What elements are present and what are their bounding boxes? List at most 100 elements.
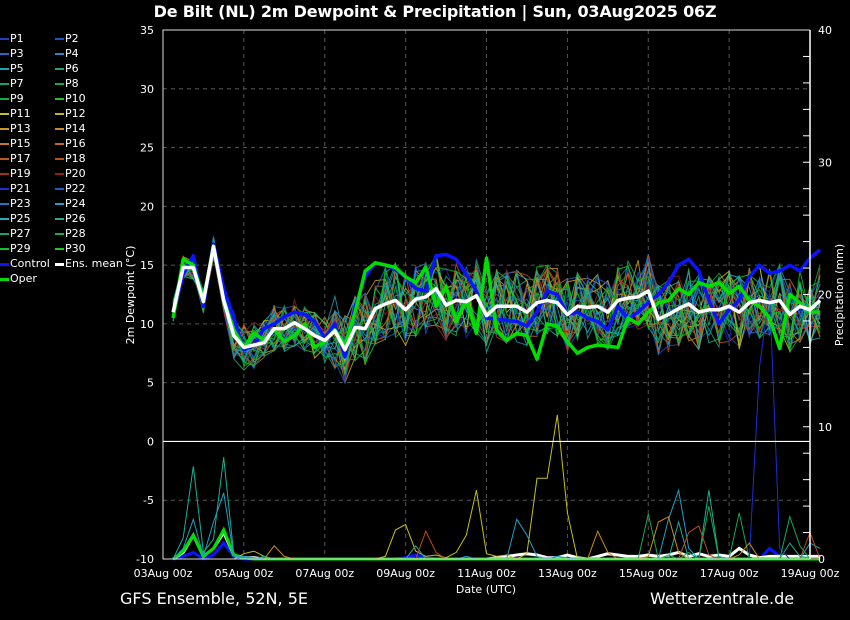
legend-swatch <box>0 203 9 205</box>
legend-item-p13: P13 <box>0 121 31 136</box>
tick-labels: -10 -5 0 5 10 15 20 25 30 35 03Aug 00z 05Aug 00z 07A… <box>134 24 840 580</box>
model-info-label: GFS Ensemble, 52N, 5E <box>120 589 308 608</box>
legend-item-p29: P29 <box>0 241 31 256</box>
precip-line-p14 <box>173 515 821 560</box>
site-credit-label: Wetterzentrale.de <box>650 589 795 608</box>
dewpoint-line-ens-mean <box>171 244 822 352</box>
legend-item-p4: P4 <box>55 46 79 61</box>
legend-swatch <box>0 128 9 130</box>
x-tick-label: 09Aug 00z <box>376 567 435 580</box>
legend-item-p25: P25 <box>0 211 31 226</box>
x-tick-label: 19Aug 00z <box>781 567 840 580</box>
member-line-p11 <box>172 255 821 362</box>
main-dewpoint-lines <box>171 242 822 361</box>
y-tick-label: 0 <box>147 435 154 448</box>
legend-item-p6: P6 <box>55 61 79 76</box>
y-tick-label: 5 <box>147 377 154 390</box>
y2-tick-label: 0 <box>818 553 825 566</box>
legend-label: P6 <box>65 62 79 75</box>
legend-swatch <box>55 143 64 145</box>
precip-line-p18 <box>173 525 821 560</box>
legend-label: P30 <box>65 242 86 255</box>
legend-item-p8: P8 <box>55 76 79 91</box>
legend-swatch <box>55 113 64 115</box>
legend-swatch <box>0 38 9 40</box>
legend-item-p22: P22 <box>55 181 86 196</box>
x-tick-label: 13Aug 00z <box>538 567 597 580</box>
legend-swatch <box>0 218 9 220</box>
legend-item-p18: P18 <box>55 151 86 166</box>
legend-item-p2: P2 <box>55 31 79 46</box>
legend-label: P1 <box>10 32 24 45</box>
legend-item-p16: P16 <box>55 136 86 151</box>
legend-label: P24 <box>65 197 86 210</box>
legend-label: P5 <box>10 62 24 75</box>
legend-label: P23 <box>10 197 31 210</box>
legend-label: P11 <box>10 107 31 120</box>
y2-tick-label: 10 <box>818 421 832 434</box>
x-tick-label: 07Aug 00z <box>295 567 354 580</box>
legend-item-p28: P28 <box>55 226 86 241</box>
legend-swatch <box>55 173 64 175</box>
legend-label: P4 <box>65 47 79 60</box>
legend-swatch <box>55 38 64 40</box>
legend-label: P29 <box>10 242 31 255</box>
y-tick-label: 25 <box>140 142 154 155</box>
legend-label: P2 <box>65 32 79 45</box>
legend-item-p5: P5 <box>0 61 24 76</box>
y2-axis-label: Precipitation (mm) <box>833 244 846 346</box>
legend-item-p3: P3 <box>0 46 24 61</box>
legend-swatch <box>0 53 9 55</box>
legend-swatch <box>0 173 9 175</box>
legend-item-control: Control <box>0 256 50 271</box>
axes <box>162 29 811 560</box>
x-tick-label: 05Aug 00z <box>215 567 274 580</box>
legend-label: P25 <box>10 212 31 225</box>
legend-item-p10: P10 <box>55 91 86 106</box>
legend-label: P20 <box>65 167 86 180</box>
dewpoint-line-oper <box>171 244 821 361</box>
legend-label: P8 <box>65 77 79 90</box>
legend-swatch <box>55 53 64 55</box>
y-tick-label: -10 <box>136 553 154 566</box>
legend-item-p9: P9 <box>0 91 24 106</box>
legend-label: P26 <box>65 212 86 225</box>
y-axis-label: 2m Dewpoint (°C) <box>124 246 137 345</box>
x-tick-label: 11Aug 00z <box>457 567 516 580</box>
legend-label: P7 <box>10 77 24 90</box>
legend-label: Control <box>10 257 50 270</box>
legend-item-p26: P26 <box>55 211 86 226</box>
legend-swatch <box>55 98 64 100</box>
legend-label: P14 <box>65 122 86 135</box>
legend-label: P13 <box>10 122 31 135</box>
legend-label: P10 <box>65 92 86 105</box>
legend-label: P18 <box>65 152 86 165</box>
member-line-p1 <box>172 247 821 376</box>
legend-swatch <box>0 158 9 160</box>
legend-item-p12: P12 <box>55 106 86 121</box>
y-tick-label: 30 <box>140 83 154 96</box>
precip-line-ens-mean <box>172 529 821 561</box>
legend-swatch <box>0 188 9 190</box>
legend-label: P3 <box>10 47 24 60</box>
legend-swatch <box>55 188 64 190</box>
y-tick-label: 20 <box>140 200 154 213</box>
legend-label: Oper <box>10 272 37 285</box>
y-tick-label: -5 <box>143 494 154 507</box>
legend-swatch <box>55 233 64 235</box>
legend-item-p15: P15 <box>0 136 31 151</box>
y-tick-label: 15 <box>140 259 154 272</box>
legend-swatch <box>55 248 64 250</box>
legend-item-oper: Oper <box>0 271 37 286</box>
legend-item-p11: P11 <box>0 106 31 121</box>
legend-swatch <box>0 113 9 115</box>
member-line-p17 <box>172 239 821 375</box>
legend-swatch <box>55 83 64 85</box>
precip-line-p26 <box>172 457 821 560</box>
legend-item-p30: P30 <box>55 241 86 256</box>
legend-label: P16 <box>65 137 86 150</box>
legend-label: P21 <box>10 182 31 195</box>
legend-label: P17 <box>10 152 31 165</box>
y2-tick-label: 40 <box>818 24 832 37</box>
legend-item-p24: P24 <box>55 196 86 211</box>
